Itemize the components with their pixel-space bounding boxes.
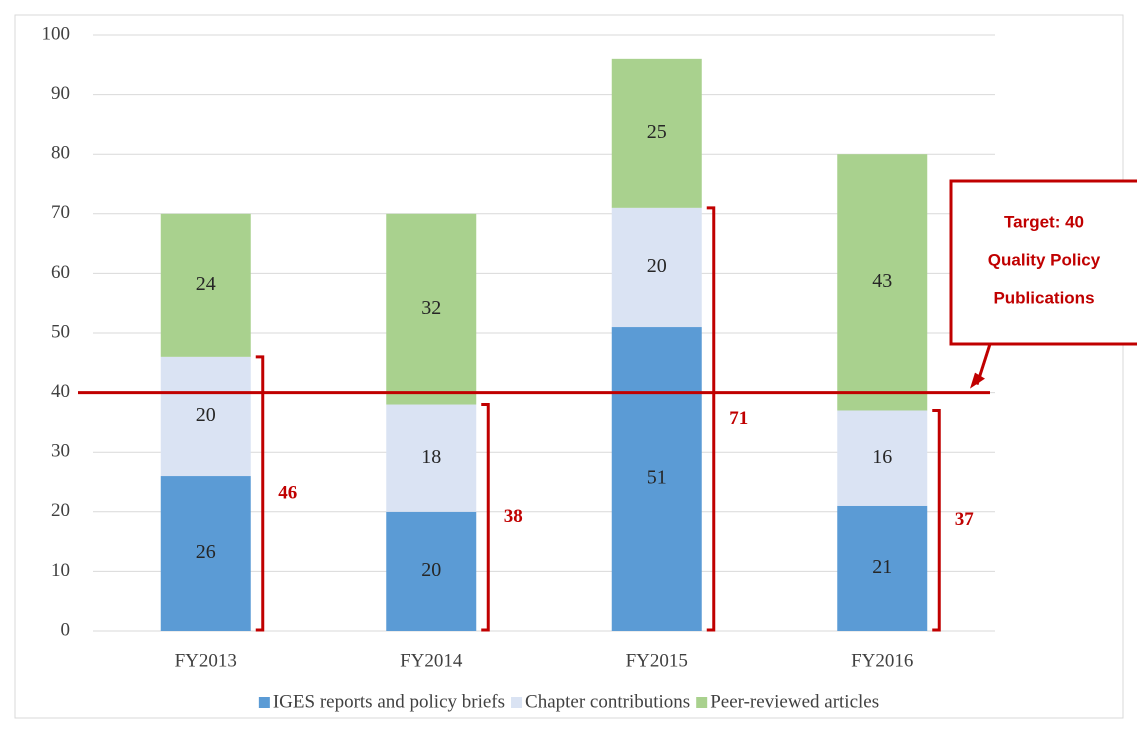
bar-segment bbox=[837, 410, 928, 506]
legend-label: Chapter contributions bbox=[525, 691, 690, 712]
x-tick-label: FY2013 bbox=[175, 650, 237, 671]
y-tick-label: 30 bbox=[51, 441, 70, 462]
data-label: 26 bbox=[196, 541, 216, 563]
bar-segment bbox=[160, 476, 251, 631]
bracket bbox=[481, 403, 490, 632]
y-tick-label: 100 bbox=[42, 23, 71, 44]
data-label: 21 bbox=[872, 556, 892, 578]
bracket bbox=[255, 355, 265, 632]
data-label: 43 bbox=[872, 270, 892, 292]
data-label: 51 bbox=[647, 467, 667, 489]
callout-text: Quality Policy bbox=[988, 250, 1101, 269]
y-tick-label: 20 bbox=[51, 500, 70, 521]
y-tick-label: 10 bbox=[51, 560, 70, 581]
y-tick-label: 90 bbox=[51, 83, 70, 104]
bracket bbox=[932, 408, 941, 632]
data-label: 16 bbox=[872, 446, 892, 468]
bracket bbox=[706, 206, 716, 632]
x-tick-label: FY2016 bbox=[851, 650, 913, 671]
bar-segment bbox=[386, 404, 477, 512]
legend-swatch bbox=[258, 697, 270, 708]
callout-arrowhead bbox=[970, 372, 985, 389]
bar-segment bbox=[386, 213, 477, 405]
bar-segment bbox=[611, 207, 702, 328]
y-tick-label: 0 bbox=[61, 619, 71, 640]
callout-text: Publications bbox=[993, 288, 1094, 307]
x-tick-label: FY2014 bbox=[400, 650, 463, 671]
bar-segment bbox=[160, 356, 251, 477]
y-tick-label: 60 bbox=[51, 262, 70, 283]
callout-box bbox=[949, 179, 1137, 346]
callout-text: Target: 40 bbox=[1004, 212, 1084, 231]
bar-segment bbox=[611, 58, 702, 208]
bar-segment bbox=[386, 511, 477, 631]
bracket-label: 38 bbox=[504, 506, 523, 527]
bracket-label: 71 bbox=[729, 408, 748, 429]
bracket-label: 46 bbox=[278, 482, 297, 503]
y-tick-label: 80 bbox=[51, 143, 70, 164]
data-label: 20 bbox=[421, 559, 441, 581]
data-label: 25 bbox=[647, 121, 667, 143]
data-label: 24 bbox=[196, 273, 216, 295]
legend-label: IGES reports and policy briefs bbox=[273, 691, 505, 712]
y-tick-label: 50 bbox=[51, 321, 70, 342]
legend-swatch bbox=[696, 697, 708, 708]
bar-segment bbox=[160, 213, 251, 357]
bar-segment bbox=[611, 327, 702, 631]
y-tick-label: 40 bbox=[51, 381, 70, 402]
data-label: 18 bbox=[421, 446, 441, 468]
legend-label: Peer-reviewed articles bbox=[710, 691, 879, 712]
data-label: 32 bbox=[421, 297, 441, 319]
bar-segment bbox=[837, 154, 928, 411]
bracket-label: 37 bbox=[955, 509, 975, 530]
data-label: 20 bbox=[196, 404, 216, 426]
x-tick-label: FY2015 bbox=[626, 650, 688, 671]
data-label: 20 bbox=[647, 255, 667, 277]
legend-swatch bbox=[511, 697, 523, 708]
bar-segment bbox=[837, 505, 928, 631]
y-tick-label: 70 bbox=[51, 202, 70, 223]
